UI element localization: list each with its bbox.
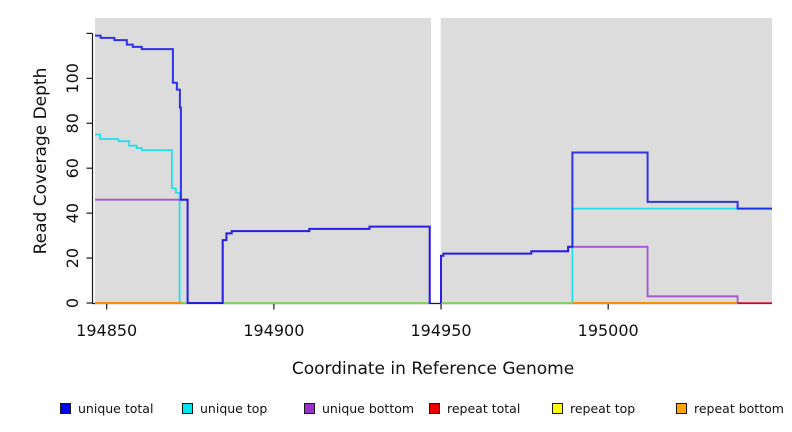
legend-label: unique top	[200, 400, 268, 416]
x-tick-label: 194950	[410, 321, 471, 340]
legend-item-repeat-top: repeat top	[552, 400, 635, 416]
y-tick-label: 60	[63, 158, 82, 178]
y-tick-label: 20	[63, 248, 82, 268]
unique-bottom-swatch-icon	[304, 402, 315, 414]
x-tick-label: 194900	[243, 321, 304, 340]
legend-label: repeat bottom	[694, 400, 784, 416]
repeat-bottom-swatch-icon	[676, 402, 687, 414]
legend-item-repeat-bottom: repeat bottom	[676, 400, 784, 416]
x-axis-title: Coordinate in Reference Genome	[291, 359, 575, 379]
legend-item-unique-bottom: unique bottom	[304, 400, 414, 416]
legend-label: unique total	[78, 400, 154, 416]
series-line-unique-total	[95, 34, 431, 304]
repeat-top-swatch-icon	[552, 402, 563, 414]
unique-top-swatch-icon	[182, 402, 193, 414]
legend-item-unique-total: unique total	[60, 400, 153, 416]
series-line-unique-total	[440, 151, 772, 303]
legend: unique total unique top unique bottom re…	[0, 400, 792, 418]
y-tick-label: 100	[63, 63, 82, 94]
y-tick-label: 40	[63, 203, 82, 223]
legend-label: unique bottom	[322, 400, 415, 416]
y-axis-title: Read Coverage Depth	[31, 67, 51, 255]
y-tick-label: 80	[63, 113, 82, 133]
legend-label: repeat top	[570, 400, 636, 416]
x-tick-label: 194850	[76, 321, 137, 340]
repeat-total-swatch-icon	[429, 402, 440, 414]
unique-total-swatch-icon	[60, 402, 71, 414]
y-tick-label: 0	[63, 298, 82, 308]
legend-item-repeat-total: repeat total	[429, 400, 520, 416]
legend-item-unique-top: unique top	[182, 400, 267, 416]
legend-label: repeat total	[447, 400, 521, 416]
x-tick-label: 195000	[578, 321, 639, 340]
masked-region	[430, 17, 441, 303]
series-line-unique-top	[95, 133, 431, 304]
